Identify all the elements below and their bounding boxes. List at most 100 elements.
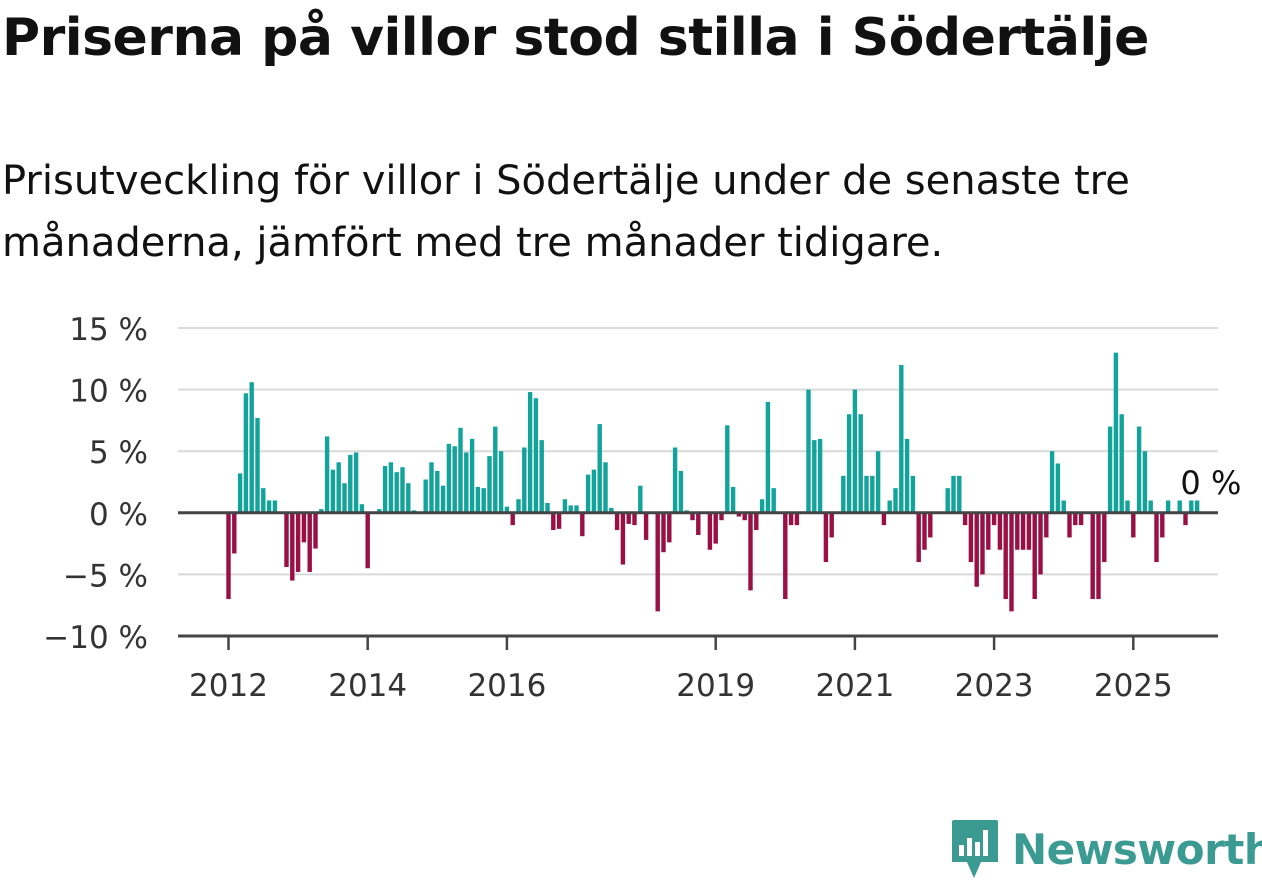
bar — [440, 485, 446, 513]
bar — [655, 512, 660, 612]
x-tick-label: 2012 — [189, 668, 268, 704]
bar — [237, 473, 243, 513]
bar — [881, 512, 887, 526]
bar — [852, 389, 858, 513]
bar — [1015, 512, 1020, 550]
bar — [661, 512, 666, 553]
bar — [812, 440, 817, 513]
bar — [823, 512, 829, 563]
bar — [748, 512, 753, 591]
bar — [928, 512, 933, 538]
bar — [765, 401, 771, 513]
bar-chart: −10 % −5 % 0 % 5 % 10 % 15 % 2012 2014 2016 2019… — [43, 312, 1241, 704]
bar — [730, 486, 736, 513]
bar — [858, 414, 863, 513]
bar — [290, 512, 295, 581]
bar — [545, 502, 550, 513]
x-tick-label: 2014 — [328, 668, 407, 704]
bar — [324, 436, 330, 513]
bar — [261, 488, 266, 513]
bar — [626, 512, 631, 524]
bar — [1113, 352, 1119, 513]
bar — [829, 512, 834, 538]
bar — [272, 500, 278, 513]
bar — [817, 438, 823, 513]
y-tick-label: 15 % — [69, 312, 148, 348]
bar — [614, 512, 620, 531]
bar — [319, 509, 324, 513]
bar — [846, 414, 852, 513]
bar — [754, 512, 759, 531]
bar — [243, 393, 249, 513]
bar — [1055, 463, 1061, 513]
bar — [736, 512, 742, 517]
y-tick-label: 0 % — [89, 497, 148, 533]
brand-name: Newsworthy — [1012, 824, 1262, 874]
bar — [672, 447, 678, 513]
bar — [707, 512, 713, 550]
bar — [1148, 500, 1153, 513]
bar — [510, 512, 515, 526]
bar — [1044, 512, 1049, 538]
bar — [980, 512, 985, 575]
bar — [1090, 512, 1095, 600]
bar — [759, 499, 765, 513]
bar — [864, 475, 869, 513]
bar — [313, 512, 318, 549]
bar — [1003, 512, 1008, 600]
bar — [1061, 500, 1066, 513]
bar — [899, 364, 904, 513]
bar — [713, 512, 718, 544]
bar — [887, 500, 892, 513]
y-tick-label: 5 % — [89, 435, 148, 471]
grid-lines — [178, 327, 1218, 576]
bar — [580, 512, 585, 537]
bar — [643, 512, 649, 540]
bar — [870, 475, 875, 513]
bar — [1154, 512, 1159, 563]
bar — [423, 479, 428, 513]
bar — [904, 438, 910, 513]
x-tick-label: 2021 — [815, 668, 894, 704]
bar — [475, 486, 481, 513]
bar — [232, 512, 237, 554]
chart-title: Priserna på villor stod stilla i Södertä… — [2, 8, 1149, 68]
bar — [1183, 512, 1188, 526]
bar — [330, 469, 336, 513]
bar — [1165, 500, 1171, 513]
bar — [435, 470, 440, 513]
brand-logo: Newsworthy — [950, 818, 1262, 880]
bar — [893, 488, 898, 513]
bar — [539, 440, 544, 513]
bar — [1073, 512, 1078, 526]
bar — [783, 512, 788, 600]
bar — [951, 475, 956, 513]
bar — [487, 456, 492, 513]
bar — [1194, 500, 1200, 513]
bar — [266, 500, 272, 513]
x-tick-label: 2025 — [1094, 668, 1173, 704]
bar — [522, 447, 527, 513]
bar — [725, 425, 730, 513]
bar — [1078, 512, 1084, 526]
bar — [1125, 500, 1130, 513]
bar — [609, 507, 614, 513]
last-value-label: 0 % — [1180, 464, 1241, 502]
chart-subtitle: Prisutveckling för villor i Södertälje u… — [2, 158, 1130, 266]
bar — [916, 512, 921, 563]
bar — [1131, 512, 1136, 538]
bar — [997, 512, 1003, 550]
bar — [788, 512, 794, 526]
bar — [922, 512, 927, 550]
bar — [446, 443, 452, 513]
bar — [962, 512, 968, 526]
bar — [527, 392, 533, 513]
bar — [696, 512, 701, 535]
bar — [568, 505, 573, 513]
bar — [307, 512, 312, 572]
bar — [1038, 512, 1043, 575]
bar — [452, 446, 457, 513]
bar — [1160, 512, 1165, 538]
bar — [551, 512, 556, 531]
bar — [794, 512, 800, 526]
